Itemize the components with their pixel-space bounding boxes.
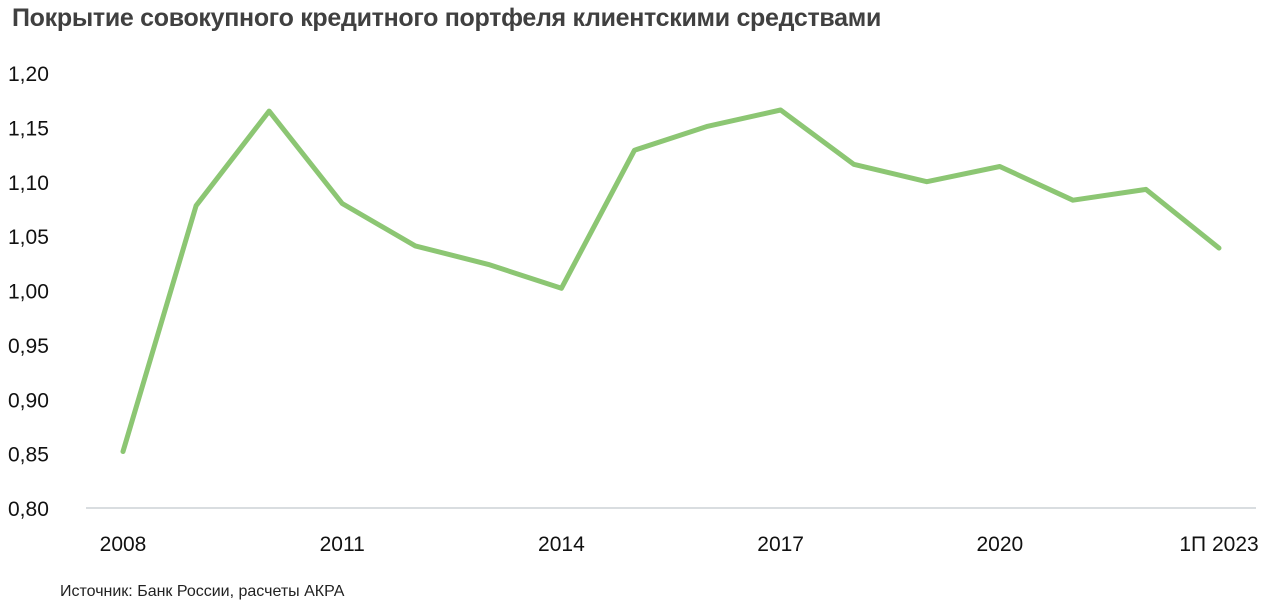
x-tick-label: 2017 [757,533,804,556]
x-tick-label: 1П 2023 [1179,533,1258,556]
x-tick-label: 2014 [538,533,585,556]
y-tick-label: 0,85 [8,444,49,467]
source-note: Источник: Банк России, расчеты АКРА [60,583,345,600]
x-tick-label: 2008 [100,533,147,556]
chart-title: Покрытие совокупного кредитного портфеля… [12,4,882,32]
y-tick-label: 1,10 [8,172,49,195]
x-tick-label: 2011 [320,533,365,556]
y-tick-label: 0,90 [8,389,49,412]
y-tick-label: 1,00 [8,281,49,304]
y-tick-label: 1,20 [8,63,49,86]
y-axis-labels: 1,20 1,15 1,10 1,05 1,00 0,95 0,90 0,85 0,80 [8,63,49,521]
y-tick-label: 0,95 [8,335,49,358]
data-line [120,107,1222,454]
x-tick-label: 2020 [976,533,1023,556]
y-tick-label: 1,15 [8,117,49,140]
x-axis-labels: 2008 2011 2014 2017 2020 1П 2023 [100,533,1259,556]
y-tick-label: 0,80 [8,498,49,521]
y-tick-label: 1,05 [8,226,49,249]
